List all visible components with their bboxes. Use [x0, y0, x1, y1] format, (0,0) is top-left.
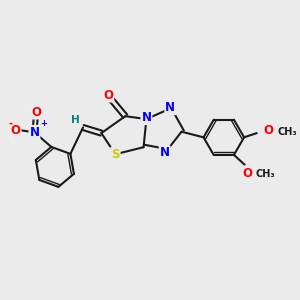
Text: O: O: [242, 167, 253, 180]
Text: -: -: [8, 119, 12, 129]
Text: N: N: [29, 126, 40, 139]
Text: H: H: [71, 115, 80, 124]
Text: CH₃: CH₃: [277, 127, 297, 137]
Text: O: O: [103, 88, 113, 102]
Text: O: O: [264, 124, 274, 137]
Text: O: O: [11, 124, 21, 136]
Text: N: N: [141, 111, 152, 124]
Text: N: N: [160, 146, 170, 159]
Text: S: S: [111, 148, 120, 161]
Text: O: O: [32, 106, 41, 118]
Text: N: N: [165, 101, 175, 114]
Text: CH₃: CH₃: [255, 169, 275, 179]
Text: +: +: [40, 119, 47, 128]
